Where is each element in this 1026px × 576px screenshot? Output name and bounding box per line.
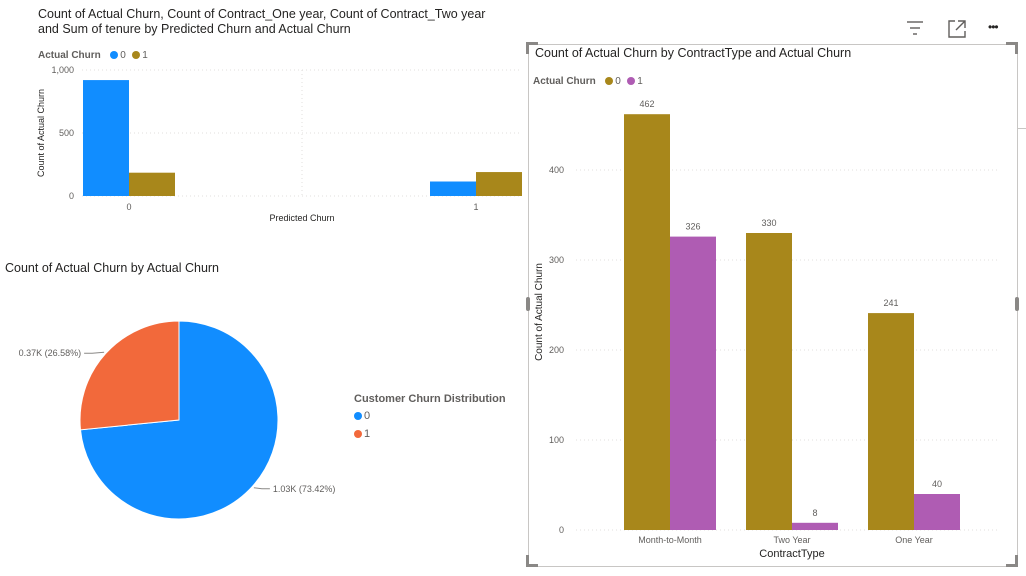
chart3-legend-item-1[interactable]: 1 bbox=[627, 76, 643, 87]
chart2-legend: Customer Churn Distribution 0 1 bbox=[354, 393, 506, 440]
chart1-bar bbox=[129, 172, 175, 196]
chart1-xtick: 0 bbox=[126, 202, 131, 212]
chart1-bar bbox=[476, 172, 522, 196]
chart1-xlabel: Predicted Churn bbox=[269, 213, 334, 223]
chart1-legend-title: Actual Churn bbox=[38, 50, 101, 61]
chart3-corner-tl[interactable] bbox=[526, 42, 538, 45]
chart3-data-label: 40 bbox=[932, 479, 942, 489]
chart1-title-line1: Count of Actual Churn, Count of Contract… bbox=[38, 7, 486, 21]
chart1-plot: 0 500 1,000 0 1 Predicted Churn Count of Actua… bbox=[36, 65, 522, 223]
chart3-corner-tr[interactable] bbox=[1006, 42, 1018, 45]
chart1-xtick: 1 bbox=[473, 202, 478, 212]
chart2-data-label: 1.03K (73.42%) bbox=[273, 484, 336, 494]
chart3-xtick: Two Year bbox=[773, 535, 810, 545]
chart3-corner-br-v[interactable] bbox=[1015, 555, 1018, 567]
chart3-data-label: 330 bbox=[761, 218, 776, 228]
chart3-corner-bl-v[interactable] bbox=[526, 555, 529, 567]
chart2-plot: 1.03K (73.42%) 0.37K (26.58%) bbox=[19, 320, 336, 520]
chart3-corner-br[interactable] bbox=[1006, 564, 1018, 567]
chart3-xtick: Month-to-Month bbox=[638, 535, 702, 545]
chart2-legend-item-1[interactable]: 1 bbox=[354, 428, 506, 440]
chart3-xlabel: ContractType bbox=[759, 548, 824, 560]
chart3-plot: 0 100 200 300 400 462 326 Month-to-Month 330 8 Two… bbox=[534, 99, 998, 560]
chart1-title-line2: and Sum of tenure by Predicted Churn and… bbox=[38, 22, 351, 36]
chart1-bar bbox=[83, 80, 129, 196]
chart1-ylabel: Count of Actual Churn bbox=[36, 89, 46, 177]
chart1-legend: Actual Churn 0 1 bbox=[38, 45, 148, 63]
chart3-data-label: 462 bbox=[639, 99, 654, 109]
chart3-bar bbox=[914, 494, 960, 530]
chart3-bar bbox=[868, 313, 914, 530]
chart3-bar bbox=[670, 236, 716, 530]
chart3-ytick: 100 bbox=[549, 435, 564, 445]
chart1-legend-label-0: 0 bbox=[120, 50, 126, 61]
chart2-legend-title: Customer Churn Distribution bbox=[354, 393, 506, 405]
chart3-legend-title: Actual Churn bbox=[533, 76, 596, 87]
chart3-data-label: 326 bbox=[685, 222, 700, 232]
chart3-legend-label-1: 1 bbox=[637, 76, 643, 87]
more-options-button[interactable]: ••• bbox=[988, 20, 999, 34]
chart3-legend: Actual Churn 0 1 bbox=[533, 71, 643, 89]
chart1-ytick: 500 bbox=[59, 128, 74, 138]
chart2-slice bbox=[79, 320, 180, 431]
chart3-data-label: 8 bbox=[812, 508, 817, 518]
chart3-resize-left[interactable] bbox=[526, 297, 530, 311]
chart3-legend-label-0: 0 bbox=[615, 76, 621, 87]
chart1-ytick: 1,000 bbox=[51, 65, 74, 75]
chart1-bar bbox=[430, 181, 476, 196]
chart2-legend-label-1: 1 bbox=[364, 428, 371, 440]
chart3-resize-right[interactable] bbox=[1015, 297, 1019, 311]
chart3-ytick: 0 bbox=[559, 525, 564, 535]
chart3-bar bbox=[792, 522, 838, 530]
chart1-legend-label-1: 1 bbox=[142, 50, 148, 61]
chart1-legend-item-1[interactable]: 1 bbox=[132, 50, 148, 61]
chart2-legend-item-0[interactable]: 0 bbox=[354, 410, 506, 422]
page-edge-divider bbox=[1018, 128, 1026, 129]
chart1-legend-item-0[interactable]: 0 bbox=[110, 50, 126, 61]
chart3-data-label: 241 bbox=[883, 298, 898, 308]
focus-mode-icon[interactable] bbox=[946, 18, 968, 40]
chart3-corner-tr-v[interactable] bbox=[1015, 42, 1018, 54]
chart2-leader bbox=[253, 487, 270, 490]
chart3-title: Count of Actual Churn by ContractType an… bbox=[535, 46, 852, 60]
chart2-legend-label-0: 0 bbox=[364, 410, 371, 422]
chart3-corner-bl[interactable] bbox=[526, 564, 538, 567]
chart2-leader bbox=[84, 351, 105, 354]
chart1-ytick: 0 bbox=[69, 191, 74, 201]
chart3-ytick: 400 bbox=[549, 165, 564, 175]
chart2-data-label: 0.37K (26.58%) bbox=[19, 348, 82, 358]
chart3-ytick: 200 bbox=[549, 345, 564, 355]
chart3-corner-tl-v[interactable] bbox=[526, 42, 529, 54]
filter-icon[interactable] bbox=[905, 18, 925, 38]
chart2-title: Count of Actual Churn by Actual Churn bbox=[5, 261, 220, 275]
chart3-xtick: One Year bbox=[895, 535, 933, 545]
chart3-bar bbox=[624, 114, 670, 530]
chart3-ylabel: Count of Actual Churn bbox=[534, 263, 545, 361]
chart3-ytick: 300 bbox=[549, 255, 564, 265]
chart3-legend-item-0[interactable]: 0 bbox=[605, 76, 621, 87]
chart1-title: Count of Actual Churn, Count of Contract… bbox=[38, 7, 518, 37]
chart3-bar bbox=[746, 233, 792, 530]
